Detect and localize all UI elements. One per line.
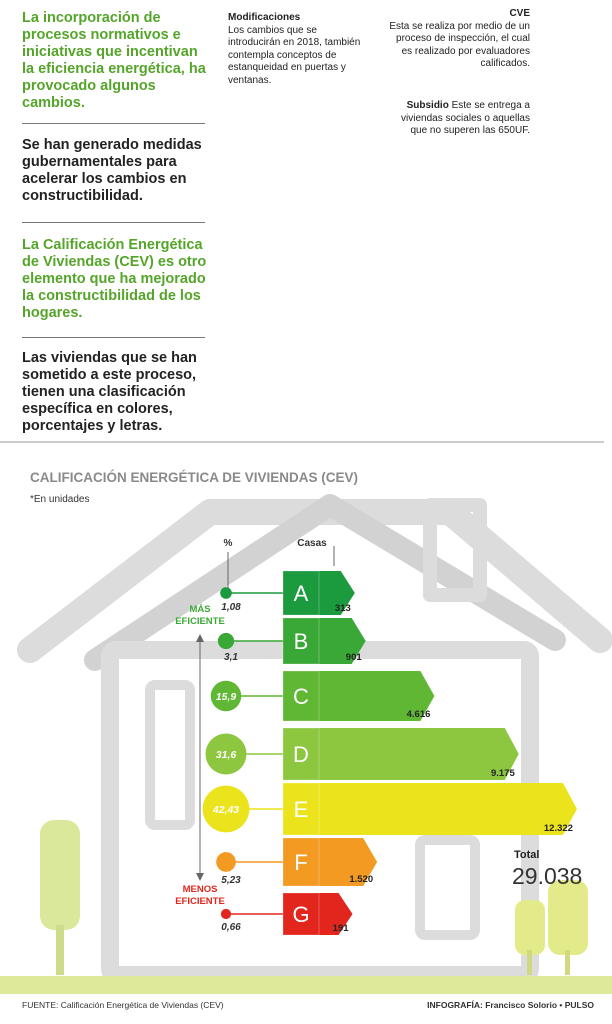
section-body: Este se entrega a viviendas sociales o a… bbox=[401, 100, 530, 136]
chart-subtitle: *En unidades bbox=[30, 494, 90, 505]
source: FUENTE: Calificación Energética de Vivie… bbox=[22, 1000, 224, 1010]
cve: CVE Esta se realiza por medio de un proc… bbox=[388, 8, 530, 71]
rule bbox=[22, 337, 205, 338]
value-label: 191 bbox=[333, 923, 350, 934]
category-label: E bbox=[294, 797, 309, 822]
chart-title: CALIFICACIÓN ENERGÉTICA DE VIVIENDAS (CE… bbox=[30, 470, 358, 485]
rule bbox=[22, 123, 205, 124]
percent-dot bbox=[220, 587, 232, 599]
letter-box bbox=[282, 670, 320, 722]
letter-box bbox=[282, 837, 320, 887]
percent-dot bbox=[202, 785, 250, 833]
lead-text: La Calificación Energética de Viviendas … bbox=[22, 237, 207, 321]
arrow-head bbox=[196, 873, 204, 881]
value-label: 313 bbox=[335, 603, 351, 614]
percent-label: 42,43 bbox=[212, 804, 239, 816]
value-label: 9.175 bbox=[491, 768, 515, 779]
legend-percent: % bbox=[224, 538, 233, 549]
total-value: 29.038 bbox=[512, 863, 582, 889]
subsidio: Subsidio Este se entrega a viviendas soc… bbox=[388, 100, 530, 138]
percent-label: 3,1 bbox=[224, 652, 238, 663]
modificaciones: Modificaciones Los cambios que se introd… bbox=[228, 12, 368, 87]
letter-box bbox=[282, 570, 320, 616]
section-title: Modificaciones bbox=[228, 12, 301, 23]
percent-dot bbox=[205, 733, 247, 775]
section-title: Subsidio bbox=[406, 100, 449, 111]
total-label: Total bbox=[514, 849, 539, 861]
letter-box bbox=[282, 617, 320, 665]
letter-box bbox=[282, 727, 320, 781]
value-label: 901 bbox=[346, 652, 363, 663]
letter-box bbox=[282, 782, 320, 836]
lead-text: Se han generado medidas gubernamentales … bbox=[22, 137, 202, 204]
trees bbox=[40, 820, 588, 975]
value-label: 12.322 bbox=[544, 823, 573, 834]
section-body: Los cambios que se introducirán en 2018,… bbox=[228, 24, 361, 86]
annotation: MÁS EFICIENTE bbox=[175, 604, 225, 627]
bar bbox=[283, 728, 519, 780]
percent-dot bbox=[220, 908, 232, 920]
percent-dot bbox=[216, 852, 236, 872]
category-label: B bbox=[294, 629, 309, 654]
percent-dot bbox=[217, 632, 235, 650]
category-label: F bbox=[294, 850, 307, 875]
section-body: Esta se realiza por medio de un proceso … bbox=[389, 20, 530, 70]
bar bbox=[283, 671, 435, 721]
value-label: 1.520 bbox=[349, 874, 373, 885]
annotation: MENOS EFICIENTE bbox=[175, 884, 225, 907]
ground bbox=[0, 976, 612, 994]
lead-text: La incorporación de procesos normativos … bbox=[22, 10, 206, 111]
credit: INFOGRAFÍA: Francisco Solorio • PULSO bbox=[427, 1000, 594, 1010]
category-label: G bbox=[292, 902, 309, 927]
percent-dot bbox=[210, 680, 242, 712]
section-title: CVE bbox=[509, 8, 530, 19]
percent-label: 15,9 bbox=[216, 691, 237, 703]
arrow-head bbox=[196, 634, 204, 642]
lead-text: Las viviendas que se han sometido a este… bbox=[22, 350, 197, 434]
category-label: D bbox=[293, 742, 309, 767]
rule bbox=[22, 222, 205, 223]
letter-box bbox=[282, 892, 320, 936]
value-label: 4.616 bbox=[407, 709, 431, 720]
category-label: A bbox=[294, 581, 309, 606]
bar bbox=[283, 783, 577, 835]
percent-label: 1,08 bbox=[221, 602, 241, 613]
category-label: C bbox=[293, 684, 309, 709]
percent-label: 31,6 bbox=[216, 749, 237, 761]
legend-casas: Casas bbox=[297, 538, 327, 549]
percent-label: 5,23 bbox=[221, 875, 241, 886]
percent-label: 0,66 bbox=[221, 922, 241, 933]
